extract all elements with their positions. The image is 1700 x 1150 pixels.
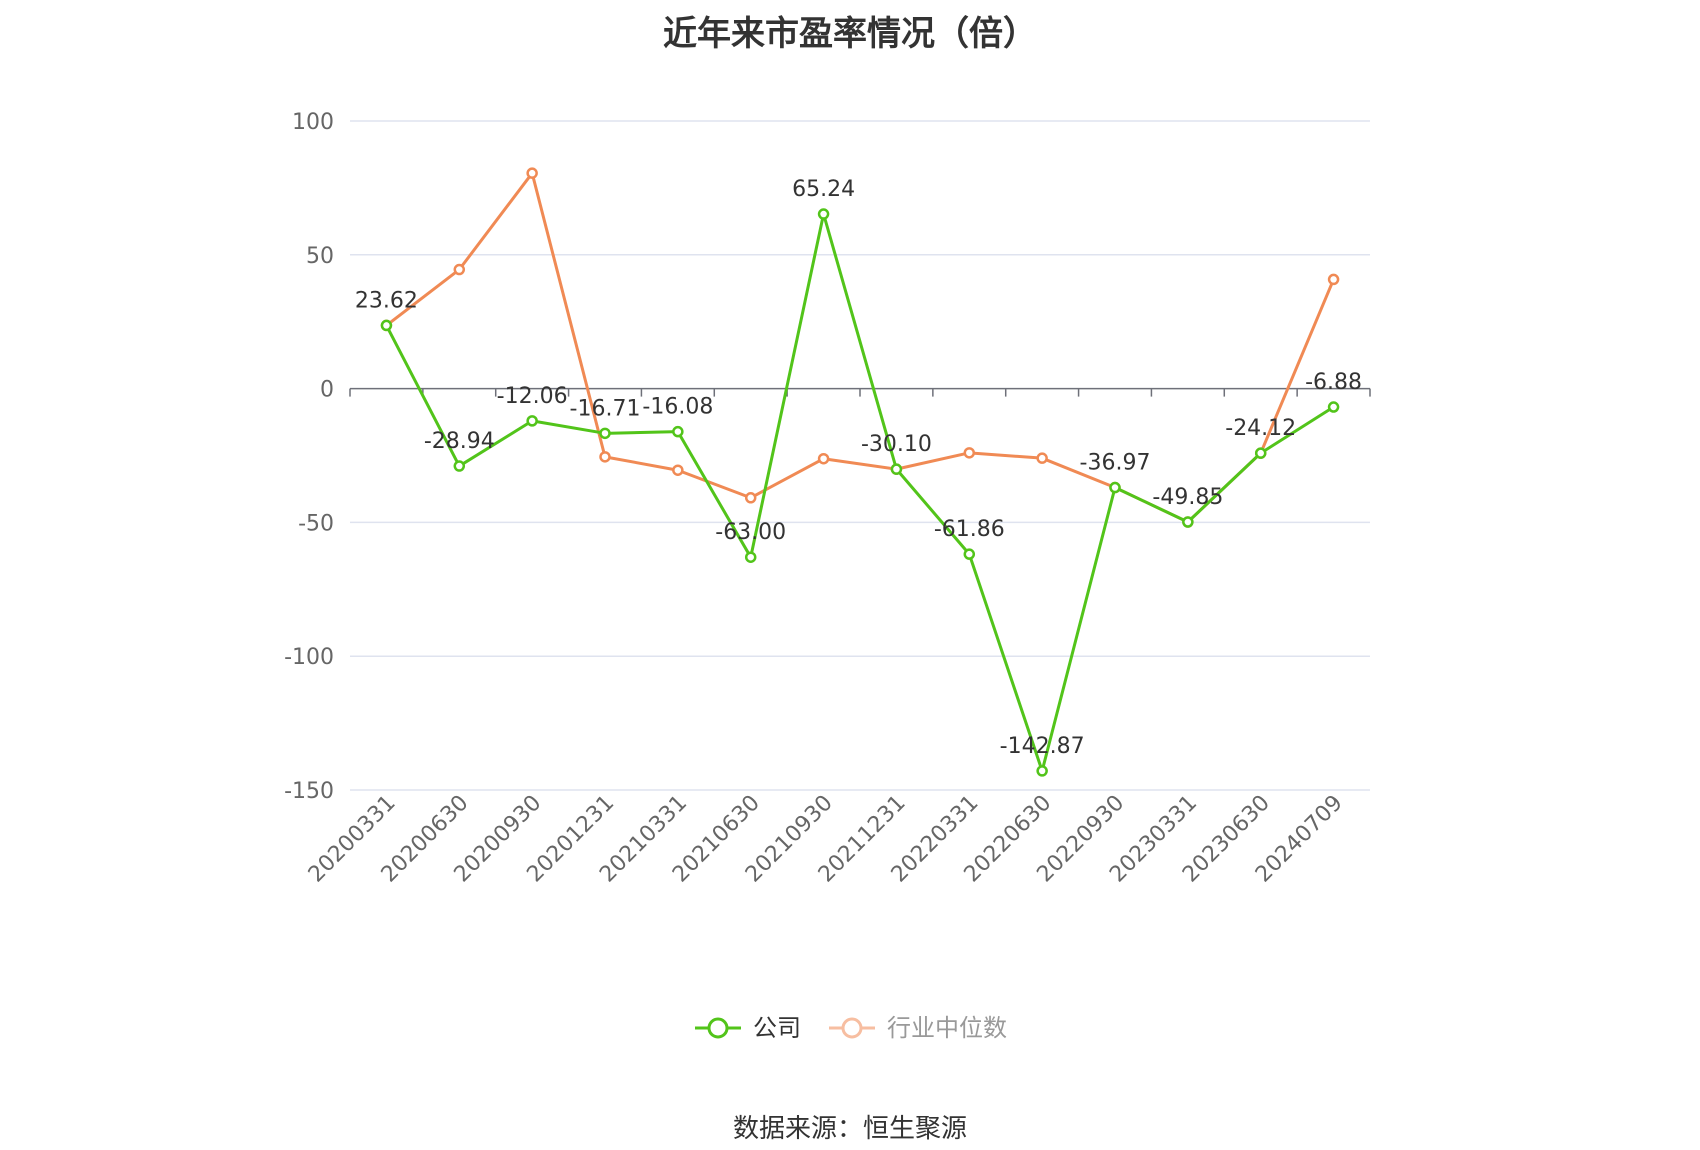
data-point[interactable] (1109, 481, 1121, 494)
data-label: -49.85 (1152, 485, 1223, 510)
y-tick-label: -150 (284, 779, 334, 804)
legend-item[interactable]: 行业中位数 (827, 1008, 1007, 1048)
legend-item[interactable]: 公司 (693, 1008, 801, 1048)
data-label: -6.88 (1305, 370, 1362, 395)
data-label: -142.87 (1000, 734, 1085, 759)
y-tick-label: 50 (306, 244, 334, 269)
data-point[interactable] (453, 460, 466, 472)
y-tick-label: -50 (298, 511, 334, 536)
data-point[interactable] (817, 208, 830, 220)
data-point[interactable] (526, 167, 538, 179)
legend-swatch-icon (695, 1017, 741, 1039)
chart-title: 近年来市盈率情况（倍） (663, 14, 1037, 54)
series-line-1 (385, 171, 1335, 524)
data-point[interactable] (1036, 452, 1048, 464)
data-point[interactable] (599, 451, 611, 463)
data-point[interactable] (526, 415, 538, 427)
data-label: -12.06 (497, 384, 568, 409)
data-label: -63.00 (715, 520, 786, 545)
legend-swatch-icon (829, 1017, 875, 1039)
grid-layer (350, 120, 1370, 791)
data-point[interactable] (380, 319, 393, 332)
data-point[interactable] (1254, 447, 1267, 459)
data-point[interactable] (1036, 765, 1048, 777)
data-label: -16.71 (570, 396, 641, 421)
data-point[interactable] (672, 425, 684, 438)
series-line-0 (385, 212, 1335, 773)
data-label: -61.86 (934, 517, 1005, 542)
data-point[interactable] (744, 551, 757, 563)
data-label: 23.62 (355, 288, 418, 313)
data-source-note: 数据来源：恒生聚源 (732, 1114, 967, 1144)
legend-label: 行业中位数 (887, 1014, 1007, 1042)
data-label: -16.08 (642, 395, 713, 420)
legend: 公司 行业中位数 (0, 1008, 1700, 1048)
data-point[interactable] (1182, 516, 1194, 528)
data-point[interactable] (744, 492, 757, 504)
data-point[interactable] (672, 464, 684, 476)
data-point[interactable] (1327, 273, 1340, 286)
data-point[interactable] (599, 427, 611, 440)
data-point[interactable] (963, 548, 976, 560)
data-point[interactable] (817, 452, 830, 465)
data-point[interactable] (453, 263, 466, 276)
data-label: -30.10 (861, 432, 932, 457)
data-label: 65.24 (792, 177, 855, 202)
y-tick-label: -100 (284, 645, 334, 670)
data-point[interactable] (890, 463, 903, 475)
y-tick-label: 100 (292, 110, 334, 135)
data-label-layer: 23.62 -28.94-12.06 -16.71 -16.08 -63.00 65.24… (355, 177, 1362, 759)
data-point[interactable] (1327, 401, 1340, 413)
y-tick-label: 0 (320, 378, 334, 403)
legend-label: 公司 (753, 1014, 801, 1042)
data-label: -36.97 (1080, 451, 1151, 476)
data-point[interactable] (963, 447, 976, 459)
data-label: -28.94 (424, 429, 495, 454)
series-layer (380, 167, 1340, 777)
data-label: -24.12 (1225, 416, 1296, 441)
